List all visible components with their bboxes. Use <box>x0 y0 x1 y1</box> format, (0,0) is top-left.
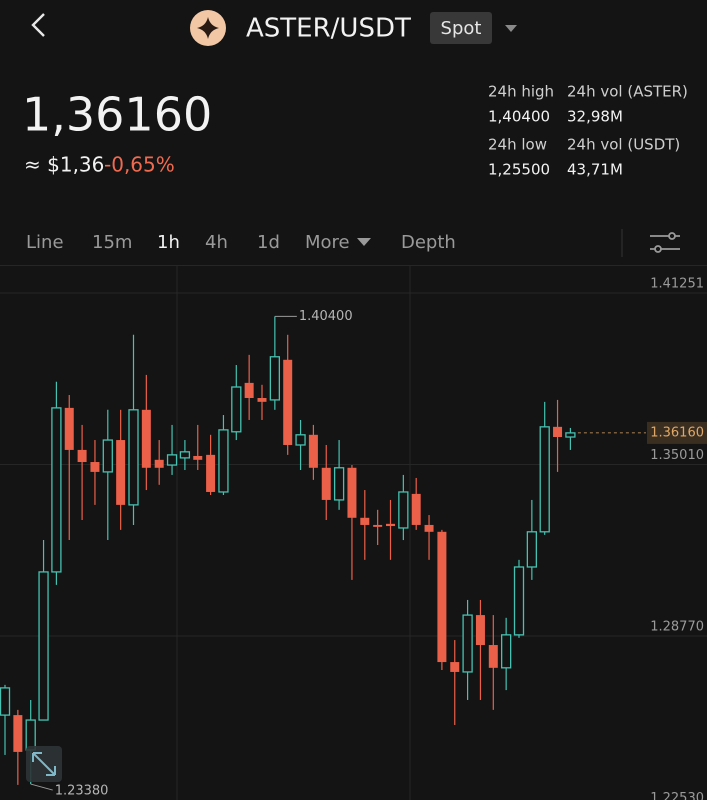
candle-body <box>462 614 473 673</box>
y-tick-label: 1.22530 <box>650 791 704 800</box>
tabs: Line 15m 1h 4h 1d More Depth <box>26 232 456 253</box>
candle-body <box>411 493 421 525</box>
candle-body <box>321 467 331 500</box>
candle-body <box>116 440 126 505</box>
candle-body <box>488 645 498 668</box>
stat-label: 24h vol (USDT) <box>567 136 680 154</box>
candle-body <box>244 382 254 398</box>
candle-body <box>102 439 113 473</box>
stat-label: 24h vol (ASTER) <box>567 83 688 101</box>
pair-title[interactable]: ASTER/USDT <box>246 14 411 44</box>
candle-body <box>64 407 74 450</box>
y-tick-label: 1.41251 <box>650 277 704 292</box>
expand-button[interactable] <box>26 746 62 782</box>
annotation-label: 1.40400 <box>299 309 353 324</box>
approx-price: ≈ $1,36 <box>24 153 104 177</box>
tab[interactable]: Depth <box>401 232 456 253</box>
badge-bg <box>430 12 492 44</box>
annotation-leader <box>30 783 53 791</box>
stat-value: 1,25500 <box>488 161 550 179</box>
more-arrow <box>357 238 371 246</box>
candle-body <box>141 409 151 468</box>
candle-body <box>257 397 267 402</box>
candle-body <box>539 426 550 533</box>
candle-body <box>526 531 537 568</box>
last-price: 1,36160 <box>22 88 212 142</box>
last-price-tag <box>647 421 707 444</box>
candle-body <box>206 454 216 492</box>
candle-body <box>398 491 409 529</box>
pair-dropdown[interactable] <box>505 25 517 32</box>
candle-body <box>0 687 11 716</box>
y-tick-label: 1.35010 <box>650 448 704 463</box>
stat-value: 43,71M <box>567 161 623 179</box>
tab[interactable]: 1d <box>257 232 280 253</box>
candle-body <box>565 432 576 438</box>
candle-body <box>77 449 87 463</box>
candle-body <box>154 459 164 468</box>
settings-icon[interactable] <box>650 232 680 253</box>
candle-body <box>51 407 62 573</box>
stat-label: 24h low <box>488 136 547 154</box>
candle-body <box>437 531 447 663</box>
price-change: -0,65% <box>104 153 175 177</box>
candle-body <box>500 634 512 669</box>
candle-body <box>347 467 357 518</box>
candle-body <box>218 429 229 493</box>
chart: 1.41251 1.35010 1.28770 1.22530 1.40400 1.233… <box>0 277 707 800</box>
market-badge: Spot <box>441 18 482 39</box>
candle-body <box>38 571 49 721</box>
candle-body <box>179 451 191 459</box>
tab[interactable]: 15m <box>92 232 132 253</box>
candle-body <box>283 359 293 445</box>
candle-body <box>193 455 203 460</box>
back-button[interactable] <box>31 13 45 37</box>
tab[interactable]: More <box>305 232 350 253</box>
candle-body <box>295 434 306 446</box>
y-tick-label: 1.28770 <box>650 619 704 634</box>
candle-body <box>360 517 370 525</box>
candle-body <box>373 524 383 527</box>
candle-body <box>166 454 178 466</box>
stat-label: 24h high <box>488 83 554 101</box>
last-price-label: 1.36160 <box>650 425 704 440</box>
tab[interactable]: 4h <box>205 232 228 253</box>
candle-body <box>333 467 345 501</box>
coin-icon-star <box>197 17 219 39</box>
candle-body <box>450 662 460 672</box>
candle-body <box>128 409 139 506</box>
stat-value: 32,98M <box>567 108 623 126</box>
tab[interactable]: Line <box>26 232 64 253</box>
candle-body <box>25 719 36 751</box>
candle-body <box>90 462 100 472</box>
candle-body <box>513 566 525 636</box>
candle-body <box>424 524 434 532</box>
stat-value: 1,40400 <box>488 108 550 126</box>
candle-body <box>308 434 318 468</box>
candle-body <box>553 426 563 438</box>
candle-body <box>269 356 281 401</box>
candle-body <box>231 386 242 433</box>
candle-body <box>13 715 23 752</box>
stats: 24h high 1,40400 24h vol (ASTER) 32,98M 24h … <box>488 83 688 179</box>
candle-body <box>475 615 485 646</box>
tab[interactable]: 1h <box>157 232 180 253</box>
candle-body <box>386 523 395 527</box>
annotation-label: 1.23380 <box>55 784 109 799</box>
